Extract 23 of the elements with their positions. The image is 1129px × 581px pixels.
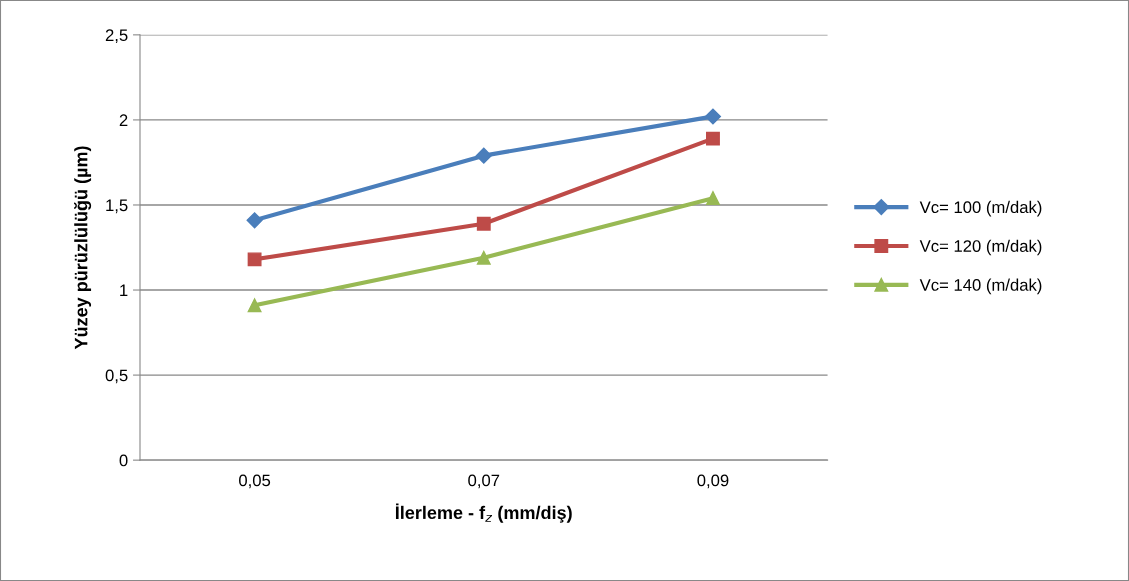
point (706, 191, 720, 206)
point (475, 147, 492, 164)
legend-label: Vc= 120 (m/dak) (919, 239, 1042, 256)
y-tick-label: 0 (119, 454, 128, 467)
y-tick-label: 1 (120, 284, 128, 297)
x-tick-label: 0,07 (468, 474, 500, 489)
point (476, 250, 491, 265)
legend-label: Vc= 100 (m/dak) (919, 200, 1042, 217)
point (246, 212, 263, 229)
point (247, 298, 262, 313)
x-axis-title: İlerleme - f$_{z}$ (mm/diş) (395, 503, 572, 523)
point (706, 131, 720, 146)
y-tick-label: 2,5 (105, 29, 128, 44)
x-tick-label: 0,05 (239, 474, 271, 489)
y-tick-label: 1,5 (106, 199, 128, 214)
point (704, 108, 722, 125)
point (476, 216, 491, 231)
x-tick-label: 0,09 (697, 474, 729, 489)
y-axis-title: Yüzey pürüzlülüğü (µm) (74, 146, 92, 350)
y-tick-label: 2 (119, 114, 128, 126)
legend-label: Vc= 140 (m/dak) (919, 278, 1042, 295)
point (247, 252, 262, 267)
y-tick-label: 0,5 (105, 369, 128, 384)
